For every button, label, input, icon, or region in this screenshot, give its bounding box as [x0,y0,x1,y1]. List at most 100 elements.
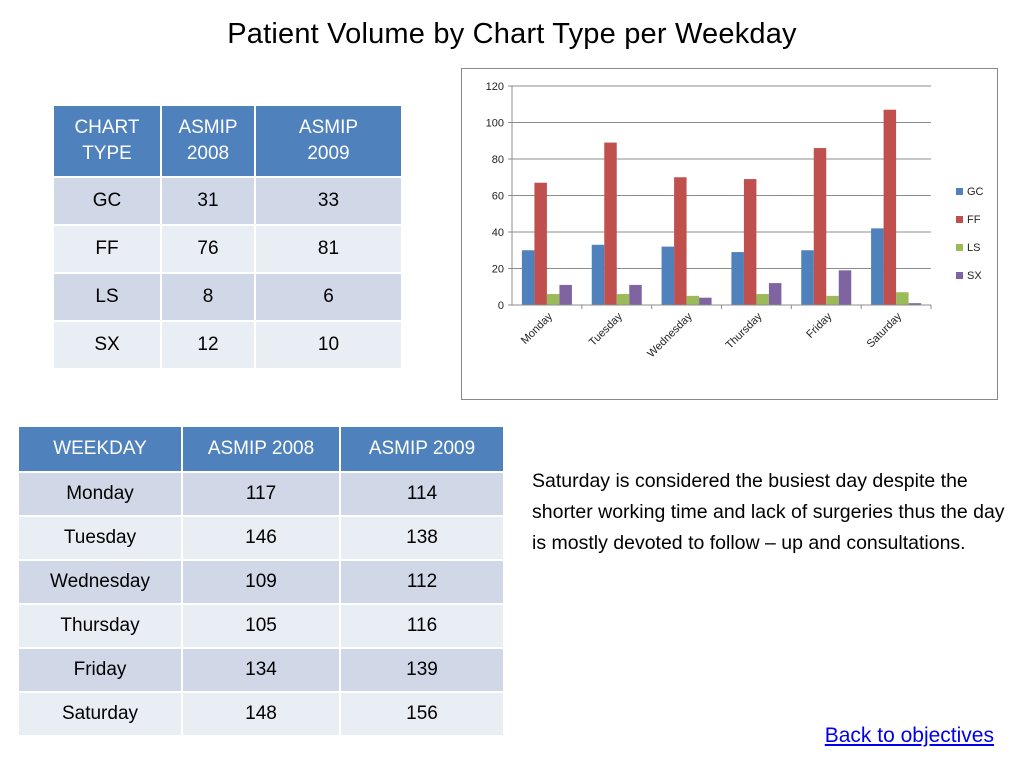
x-tick-label: Thursday [724,310,765,351]
table-cell: Monday [17,471,183,517]
table-cell: Wednesday [17,559,183,605]
bar [826,295,839,305]
legend-label: SX [967,270,982,282]
header-line: TYPE [82,143,132,164]
table-cell: 138 [339,515,505,561]
table-row: Tuesday 146 138 [17,515,505,561]
bar [699,297,712,305]
table-cell: Tuesday [17,515,183,561]
legend-label: FF [967,214,981,226]
x-tick-label: Saturday [865,310,905,350]
x-tick-label: Tuesday [587,310,625,348]
table-row: Monday 117 114 [17,471,505,517]
y-tick-label: 100 [486,118,504,130]
table-cell: Saturday [17,691,183,737]
weekday-table: WEEKDAY ASMIP 2008 ASMIP 2009 Monday 117… [17,425,505,737]
table-row: GC 31 33 [52,176,403,226]
table-row: SX 12 10 [52,320,403,370]
table-cell: 8 [160,272,256,322]
table-cell: 105 [181,603,341,649]
table-cell: Thursday [17,603,183,649]
y-tick-label: 40 [492,227,504,239]
y-tick-label: 120 [486,81,504,93]
table-cell: 156 [339,691,505,737]
bar [743,179,757,305]
table-cell: 81 [254,224,403,274]
bar [838,270,852,305]
bar [686,295,700,305]
page-title: Patient Volume by Chart Type per Weekday [227,18,797,50]
table-cell: 109 [181,559,341,605]
header-weekday: WEEKDAY [17,425,183,473]
legend-label: LS [967,242,980,254]
bar [756,294,769,305]
table-cell: 6 [254,272,403,322]
header-asmip-2008: ASMIP 2008 [181,425,341,473]
x-tick-label: Wednesday [645,310,695,360]
summary-note: Saturday is considered the busiest day d… [532,470,1005,554]
bar [616,294,630,305]
back-to-objectives-link[interactable]: Back to objectives [824,724,994,747]
table-row: Saturday 148 156 [17,691,505,737]
chart-type-table: CHART TYPE ASMIP 2008 ASMIP 2009 GC 31 3… [52,104,403,370]
table-cell: 146 [181,515,341,561]
chart-type-table-header: CHART TYPE ASMIP 2008 ASMIP 2009 [52,104,403,178]
table-cell: 76 [160,224,256,274]
legend-swatch [956,216,963,223]
bar [546,294,560,305]
table-cell: GC [52,176,162,226]
table-cell: LS [52,272,162,322]
bar [674,177,687,305]
table-cell: Friday [17,647,183,693]
header-line: CHART [74,117,140,138]
table-cell: 112 [339,559,505,605]
bar [813,148,827,305]
bar [908,303,922,305]
table-cell: 148 [181,691,341,737]
table-cell: 117 [181,471,341,517]
header-line: 2008 [186,143,230,164]
table-cell: 10 [254,320,403,370]
header-line: 2009 [307,143,350,164]
table-cell: 31 [160,176,256,226]
bar-chart: 0 20 40 60 80 100 120 Monday Tuesday Wednesday Thu… [461,68,998,400]
bar [629,284,642,305]
bar-chart-svg: 0 20 40 60 80 100 120 Monday Tuesday Wednesday Thu… [486,81,984,360]
bar [591,244,605,305]
x-tick-label: Friday [804,310,834,340]
table-row: Wednesday 109 112 [17,559,505,605]
legend-swatch [956,188,963,195]
bar [661,246,675,305]
table-cell: 139 [339,647,505,693]
table-cell: 116 [339,603,505,649]
y-tick-label: 80 [492,154,504,166]
bar [604,142,617,305]
y-tick-label: 20 [492,264,504,276]
bar [871,228,884,305]
bar [801,250,814,305]
header-line: ASMIP [298,117,359,138]
bar [534,182,547,305]
y-tick-label: 60 [492,191,504,203]
x-tick-label: Monday [519,310,556,347]
bar [896,292,909,305]
legend-label: GC [967,186,984,198]
legend-swatch [956,244,963,251]
bar [731,252,744,305]
table-cell: SX [52,320,162,370]
header-line: ASMIP [178,117,238,138]
bar [559,284,572,305]
bar [768,283,782,305]
table-row: Friday 134 139 [17,647,505,693]
header-asmip-2008: ASMIP 2008 [160,104,256,178]
table-row: LS 8 6 [52,272,403,322]
table-row: Thursday 105 116 [17,603,505,649]
bar [883,109,897,305]
table-cell: 114 [339,471,505,517]
table-cell: FF [52,224,162,274]
header-asmip-2009: ASMIP 2009 [339,425,505,473]
header-chart-type: CHART TYPE [52,104,162,178]
table-cell: 33 [254,176,403,226]
weekday-table-header: WEEKDAY ASMIP 2008 ASMIP 2009 [17,425,505,473]
header-asmip-2009: ASMIP 2009 [254,104,403,178]
